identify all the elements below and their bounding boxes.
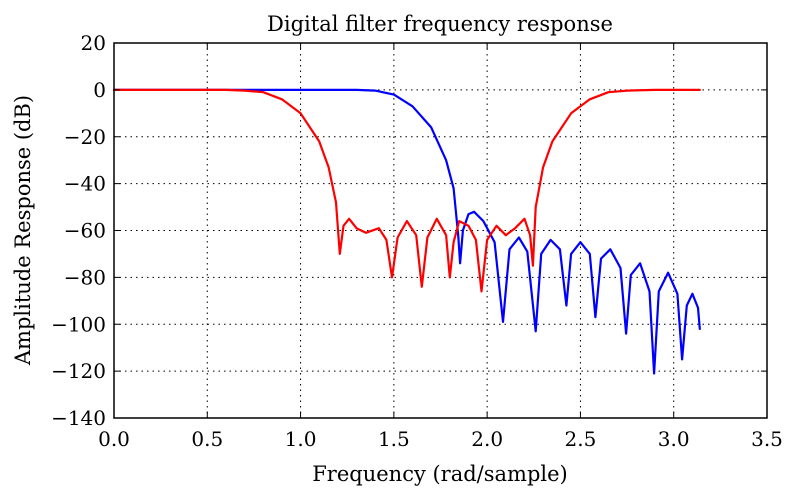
tick-layer: 0.0 0.5 1.0 1.5 2.0 2.5 3.0 3.5 20 0 −20 −40 −60 −80 −… bbox=[51, 31, 783, 451]
y-tick-label: −100 bbox=[51, 312, 106, 336]
y-tick-label: −20 bbox=[64, 125, 106, 149]
plot-frame bbox=[113, 42, 768, 419]
x-tick-label: 2.0 bbox=[471, 427, 503, 451]
y-tick-label: −60 bbox=[64, 219, 106, 243]
grid-lines bbox=[114, 43, 767, 418]
x-tick-label: 1.5 bbox=[378, 427, 410, 451]
x-axis-label: Frequency (rad/sample) bbox=[312, 462, 568, 486]
x-tick-label: 3.0 bbox=[658, 427, 690, 451]
x-tick-label: 3.5 bbox=[751, 427, 783, 451]
x-tick-label: 0.5 bbox=[191, 427, 223, 451]
y-tick-label: −40 bbox=[64, 172, 106, 196]
chart-title: Digital filter frequency response bbox=[267, 12, 613, 36]
x-tick-label: 0.0 bbox=[98, 427, 130, 451]
y-tick-label: 20 bbox=[81, 31, 106, 55]
y-tick-label: −80 bbox=[64, 265, 106, 289]
y-axis-label: Amplitude Response (dB) bbox=[11, 95, 35, 366]
series-line-red bbox=[112, 88, 701, 293]
series-line-blue bbox=[112, 88, 701, 375]
y-tick-label: −120 bbox=[51, 359, 106, 383]
x-tick-label: 2.5 bbox=[565, 427, 597, 451]
x-tick-label: 1.0 bbox=[285, 427, 317, 451]
series-layer bbox=[112, 88, 701, 375]
y-tick-label: 0 bbox=[93, 78, 106, 102]
y-tick-label: −140 bbox=[51, 406, 106, 430]
